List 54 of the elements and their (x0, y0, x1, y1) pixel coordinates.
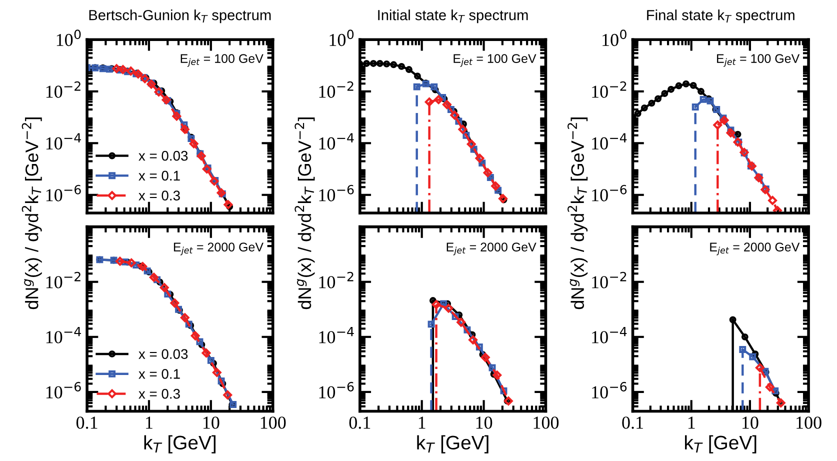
x-tick-label: 0.1 (76, 416, 98, 429)
x-tick-label: 10 (742, 416, 758, 429)
legend-label: x = 0.1 (138, 170, 180, 181)
x-tick-label: 0.1 (622, 416, 643, 429)
y-tick-label: 10$^{−2}$ (46, 272, 80, 288)
x-tick-label: 10 (203, 416, 220, 429)
x-tick-label: 0.1 (349, 416, 370, 429)
y-tick-label: 10$^{−2}$ (46, 81, 80, 98)
legend-label: x = 0.1 (138, 369, 180, 379)
y-tick-label: 10$^{−6}$ (46, 382, 81, 398)
y-tick-label: 10$^{−4}$ (319, 133, 354, 150)
y-tick-label: 10$^{−6}$ (319, 382, 354, 398)
x-axis-title: k$_{T}$ [GeV] (685, 435, 756, 454)
y-tick-label: 10$^{−6}$ (319, 184, 354, 202)
y-tick-label: 10$^{−4}$ (592, 326, 627, 344)
text: dN$^{g}$(x) / dyd$^{2}$k$_{T}$ [GeV$^{−2}$] (22, 118, 42, 310)
chart-title: Final state k$_{T}$ spectrum (647, 10, 794, 24)
annotation: E$_{jet}$ = 2000 GeV (710, 242, 800, 256)
x-tick-label: 100 (534, 416, 559, 429)
annotation: E$_{jet}$ = 100 GeV (454, 54, 536, 67)
legend-label: x = 0.3 (138, 190, 180, 201)
y-tick-label: 10$^{−4}$ (46, 133, 81, 150)
y-tick-label: 10$^{−4}$ (46, 326, 81, 344)
text: dN$^{g}$(x) / dyd$^{2}$k$_{T}$ [GeV$^{−2}$] (294, 118, 315, 310)
y-tick-label: 10$^{−2}$ (319, 272, 354, 288)
annotation: E$_{jet}$ = 100 GeV (717, 54, 800, 67)
y-tick-label: 10$^{0}$ (56, 30, 81, 46)
x-tick-label: 1 (418, 416, 426, 429)
x-tick-label: 1 (146, 416, 152, 429)
chart-title: Bertsch-Gunion k$_{T}$ spectrum (89, 10, 271, 24)
x-axis-title: k$_{T}$ [GeV] (417, 435, 488, 454)
y-tick-label: 10$^{−2}$ (592, 81, 626, 98)
x-tick-label: 100 (260, 416, 286, 429)
x-axis-title: k$_{T}$ [GeV] (144, 435, 216, 454)
y-tick-label: 10$^{−4}$ (319, 326, 354, 344)
y-tick-label: 10$^{−2}$ (319, 81, 354, 98)
chart-title: Initial state k$_{T}$ spectrum (378, 10, 528, 24)
legend-label: x = 0.3 (138, 388, 180, 399)
legend-label: x = 0.03 (138, 349, 188, 359)
y-tick-label: 10$^{0}$ (330, 30, 354, 46)
x-tick-label: 10 (476, 416, 492, 429)
y-tick-label: 10$^{−2}$ (592, 272, 626, 288)
annotation: E$_{jet}$ = 2000 GeV (174, 242, 264, 256)
annotation: E$_{jet}$ = 2000 GeV (446, 242, 536, 256)
y-tick-label: 10$^{0}$ (602, 30, 626, 46)
y-tick-label: 10$^{−4}$ (592, 133, 627, 150)
legend-label: x = 0.03 (138, 150, 188, 161)
y-tick-label: 10$^{−6}$ (592, 382, 627, 398)
x-tick-label: 1 (688, 416, 695, 429)
x-tick-label: 100 (796, 416, 822, 429)
annotation: E$_{jet}$ = 100 GeV (180, 54, 264, 67)
y-tick-label: 10$^{−6}$ (592, 184, 627, 202)
text: dN$^{g}$(x) / dyd$^{2}$k$_{T}$ [GeV$^{−2}$] (568, 118, 588, 310)
y-tick-label: 10$^{−6}$ (46, 184, 81, 202)
